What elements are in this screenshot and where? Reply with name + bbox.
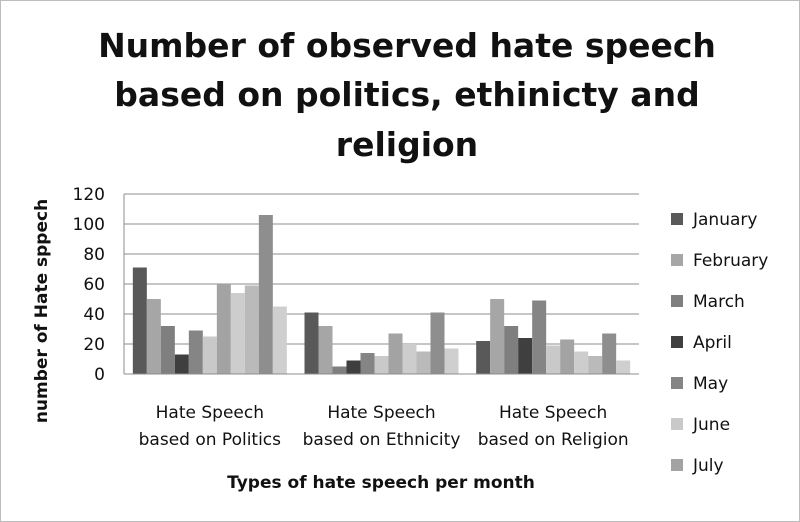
legend-swatch [671, 213, 683, 225]
y-axis-ticks: 0 20 40 60 80 100 120 [73, 185, 105, 385]
y-tick-label: 80 [83, 245, 105, 265]
legend-item-label: January [692, 210, 757, 230]
bar [444, 348, 459, 374]
bar [272, 306, 287, 374]
chart-title-line: based on politics, ethinicty and [114, 75, 699, 114]
bar [258, 215, 273, 374]
bar [132, 267, 147, 374]
gridlines [124, 193, 639, 345]
bar [416, 351, 431, 374]
legend-item-label: February [693, 251, 768, 271]
legend-swatch [671, 418, 683, 430]
x-category-label: based on Religion [478, 430, 629, 450]
x-axis-title: Types of hate speech per month [227, 473, 535, 493]
y-tick-label: 0 [94, 365, 105, 385]
bar [360, 353, 375, 374]
y-tick-label: 120 [73, 185, 105, 205]
bar [374, 356, 389, 374]
bar [532, 300, 547, 374]
y-tick-label: 60 [83, 275, 105, 295]
bar [602, 333, 617, 374]
legend-item-label: May [693, 374, 728, 394]
bar [346, 360, 361, 374]
x-category-label: based on Ethnicity [303, 430, 461, 450]
x-axis-categories: Hate Speech based on Politics Hate Speech b… [139, 403, 629, 450]
bar [146, 299, 161, 374]
bar [304, 312, 319, 374]
axes [123, 194, 639, 375]
bar [560, 339, 575, 374]
bar [504, 326, 519, 374]
chart-title: Number of observed hate speech based on … [98, 26, 716, 164]
bar [332, 366, 347, 374]
legend-swatch [671, 336, 683, 348]
chart-title-line: religion [336, 125, 478, 164]
bar [160, 326, 175, 374]
legend: January February March April May June July [671, 210, 768, 476]
bar [216, 284, 231, 374]
legend-item-label: March [693, 292, 745, 312]
y-tick-label: 40 [83, 305, 105, 325]
legend-swatch [671, 377, 683, 389]
x-category-label: based on Politics [139, 430, 282, 450]
bar [616, 360, 631, 374]
x-category-label: Hate Speech [327, 403, 435, 423]
legend-swatch [671, 295, 683, 307]
legend-item-label: April [693, 333, 732, 353]
x-category-label: Hate Speech [499, 403, 607, 423]
y-tick-label: 100 [73, 215, 105, 235]
bar [388, 333, 403, 374]
y-tick-label: 20 [83, 335, 105, 355]
bar [202, 336, 217, 374]
bar [588, 356, 603, 374]
bar [318, 326, 333, 374]
legend-swatch [671, 254, 683, 266]
bar [476, 341, 491, 374]
bar [174, 354, 189, 374]
bar [574, 351, 589, 374]
bar [402, 344, 417, 374]
bar [546, 345, 561, 374]
y-axis-title: number of Hate sppech [32, 199, 52, 423]
bar [188, 330, 203, 374]
bar [490, 299, 505, 374]
bar [244, 285, 259, 374]
chart-title-line: Number of observed hate speech [98, 26, 716, 65]
bar [430, 312, 445, 374]
x-category-label: Hate Speech [156, 403, 264, 423]
bars [132, 215, 631, 374]
legend-item-label: July [692, 456, 724, 476]
bar [518, 338, 533, 374]
legend-swatch [671, 459, 683, 471]
bar [230, 293, 245, 374]
legend-item-label: June [692, 415, 730, 435]
